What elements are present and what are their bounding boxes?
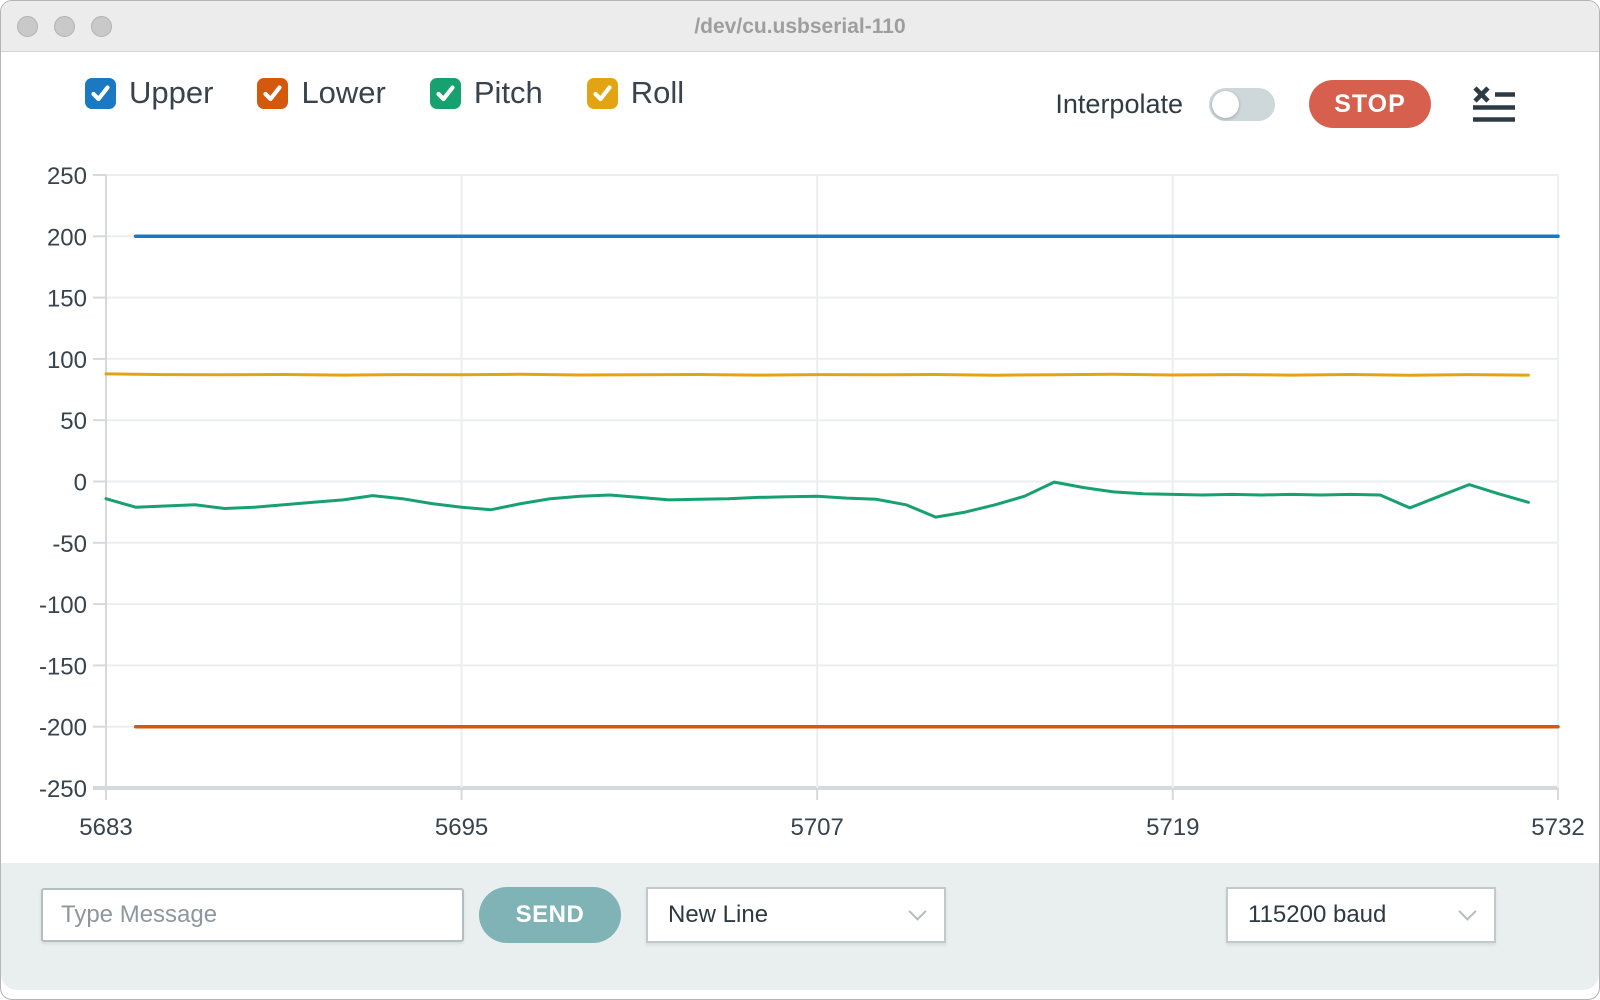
send-button[interactable]: SEND — [479, 887, 621, 943]
message-bar: SEND New Line 115200 baud — [1, 863, 1599, 990]
series-line-roll — [104, 372, 1530, 377]
channel-toggle-lower[interactable]: Lower — [257, 75, 386, 111]
line-ending-select[interactable]: New Line — [646, 887, 946, 943]
stop-button[interactable]: STOP — [1309, 80, 1431, 128]
checkbox-checked-icon — [85, 77, 116, 109]
clear-plot-icon[interactable] — [1473, 86, 1515, 122]
channel-label: Lower — [301, 75, 386, 110]
svg-text:-100: -100 — [39, 592, 87, 619]
minimize-window-button[interactable] — [54, 16, 75, 37]
svg-text:50: 50 — [60, 408, 87, 435]
checkbox-checked-icon — [257, 77, 289, 109]
channel-toggle-upper[interactable]: Upper — [85, 75, 213, 111]
svg-text:150: 150 — [47, 286, 87, 313]
svg-text:-200: -200 — [39, 715, 87, 742]
toggle-knob-icon — [1212, 90, 1239, 118]
maximize-window-button[interactable] — [91, 16, 112, 37]
window-controls — [17, 16, 112, 37]
close-window-button[interactable] — [17, 16, 38, 37]
svg-text:5683: 5683 — [79, 814, 132, 841]
svg-text:250: 250 — [47, 163, 87, 190]
toolbar-right: Interpolate STOP — [1055, 80, 1515, 128]
channel-toggle-pitch[interactable]: Pitch — [429, 75, 543, 111]
checkbox-checked-icon — [586, 77, 618, 109]
svg-text:-250: -250 — [39, 776, 87, 803]
svg-text:-50: -50 — [52, 531, 87, 558]
svg-text:5695: 5695 — [435, 814, 488, 841]
channel-toggle-roll[interactable]: Roll — [586, 75, 685, 111]
svg-text:-150: -150 — [39, 653, 87, 680]
checkbox-checked-icon — [429, 77, 461, 109]
svg-text:5719: 5719 — [1146, 814, 1199, 841]
svg-text:5732: 5732 — [1531, 814, 1584, 841]
titlebar: /dev/cu.usbserial-110 — [1, 1, 1599, 52]
svg-text:100: 100 — [47, 347, 87, 374]
svg-text:5707: 5707 — [790, 814, 843, 841]
chevron-down-icon — [1458, 902, 1477, 921]
chevron-down-icon — [908, 902, 927, 921]
baud-rate-value: 115200 baud — [1248, 901, 1387, 928]
channel-label: Pitch — [473, 75, 543, 110]
channel-toggle-row: Upper Lower Pitch Roll — [85, 75, 684, 111]
baud-rate-select[interactable]: 115200 baud — [1226, 887, 1496, 943]
interpolate-toggle[interactable] — [1209, 87, 1275, 121]
channel-label: Roll — [630, 75, 685, 110]
channel-label: Upper — [129, 75, 214, 110]
svg-text:0: 0 — [74, 470, 87, 497]
interpolate-label: Interpolate — [1055, 88, 1183, 119]
message-input[interactable] — [41, 888, 464, 942]
series-line-pitch — [104, 480, 1530, 519]
line-ending-value: New Line — [668, 901, 769, 928]
svg-text:200: 200 — [47, 224, 87, 251]
serial-plot-chart: 250 200 150 100 50 0 -50 -100 -150 -200 -250 5683 56… — [39, 163, 1585, 841]
window-title: /dev/cu.usbserial-110 — [694, 15, 906, 38]
